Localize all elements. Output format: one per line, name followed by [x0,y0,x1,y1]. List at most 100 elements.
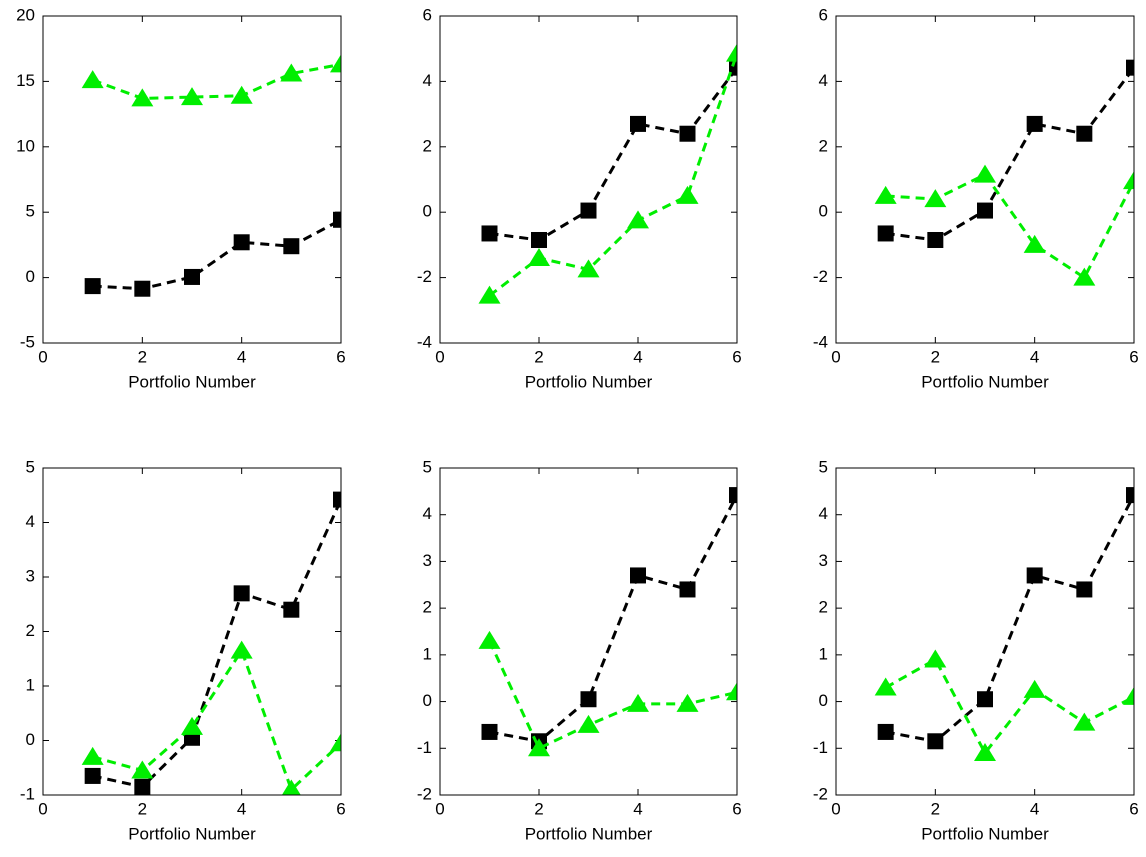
marker [531,231,547,248]
y-tick-label: 0 [26,267,35,286]
x-tick-label: 0 [38,347,47,366]
marker [181,716,203,735]
marker [1023,234,1046,253]
y-tick-label: 4 [423,71,432,90]
marker [280,63,303,82]
plot-area [478,43,737,304]
marker [528,738,550,757]
marker [977,202,993,219]
marker [729,59,737,76]
series-line [92,498,341,789]
marker [627,210,649,229]
x-tick-label: 6 [336,799,345,818]
x-tick-label: 0 [38,799,47,818]
y-tick-label: 0 [819,202,828,221]
marker [630,567,646,584]
x-tick-label: 6 [1129,347,1138,366]
y-tick-label: 2 [423,136,432,155]
y-tick-label: 1 [819,644,828,663]
axes-frame [835,15,1135,344]
y-tick-label: 0 [423,202,432,221]
plot-area [874,59,1134,286]
x-tick-label: 2 [534,799,543,818]
x-tick-label: 2 [534,347,543,366]
marker [1026,115,1043,132]
marker [577,259,600,278]
series-line [885,66,1134,242]
y-tick-label: -2 [813,784,828,803]
x-tick-label: 6 [336,347,345,366]
x-tick-label: 6 [1129,799,1138,818]
y-tick-label: 10 [16,136,35,155]
x-tick-label: 0 [435,347,444,366]
y-tick-label: 5 [819,457,828,476]
marker [630,115,646,132]
y-tick-label: 6 [819,5,828,24]
axes-frame [42,467,342,796]
marker [84,767,101,784]
marker [1026,567,1043,584]
x-tick-label: 4 [633,799,642,818]
x-tick-label: 4 [1030,347,1039,366]
series-line [489,494,737,743]
x-tick-label: 4 [633,347,642,366]
marker [233,234,250,251]
series-line [885,494,1134,743]
y-tick-label: -1 [813,738,828,757]
marker [184,268,200,285]
marker [283,601,300,618]
marker [230,640,253,659]
y-tick-label: 2 [819,598,828,617]
x-tick-label: 6 [732,347,741,366]
y-tick-label: -4 [813,332,828,351]
marker [131,760,154,779]
x-axis-label: Portfolio Number [525,824,653,843]
marker [1126,59,1134,76]
marker [729,487,737,504]
x-axis-label: Portfolio Number [128,372,256,391]
axes-frame [439,467,738,796]
x-axis-label: Portfolio Number [921,824,1049,843]
marker [131,88,154,107]
y-tick-label: -1 [417,738,432,757]
x-tick-label: 2 [931,799,940,818]
series-line [92,62,341,100]
axes-frame [439,15,738,344]
x-tick-label: 6 [732,799,741,818]
y-tick-label: 1 [423,644,432,663]
marker [1123,686,1134,705]
plot-area [478,487,737,757]
marker [924,189,947,208]
x-tick-label: 0 [435,799,444,818]
marker [877,723,894,740]
marker [84,278,101,295]
x-tick-label: 4 [237,347,246,366]
marker [330,54,341,73]
marker [478,630,501,649]
marker [927,733,944,750]
subplot: -4 -2 0 2 4 6 0 2 4 6 Portfolio Number [813,5,1139,391]
marker [181,87,203,106]
y-tick-label: 5 [26,457,35,476]
subplot: -2 -1 0 1 2 3 4 5 0 2 4 6 Portfolio Number [417,457,742,843]
y-tick-label: 3 [423,551,432,570]
x-tick-label: 0 [831,799,840,818]
x-tick-label: 4 [237,799,246,818]
y-tick-label: 5 [423,457,432,476]
y-tick-label: -2 [417,267,432,286]
marker [726,682,737,701]
y-tick-label: 5 [26,202,35,221]
marker [974,164,996,183]
marker [1073,712,1096,731]
series-line [488,53,737,297]
marker [679,125,696,142]
y-tick-label: 2 [26,621,35,640]
marker [230,85,253,104]
marker [1076,581,1093,598]
plot-area [81,54,341,297]
x-tick-label: 4 [1030,799,1039,818]
series-line [885,172,1134,280]
y-tick-label: 6 [423,5,432,24]
y-tick-label: 4 [819,71,828,90]
